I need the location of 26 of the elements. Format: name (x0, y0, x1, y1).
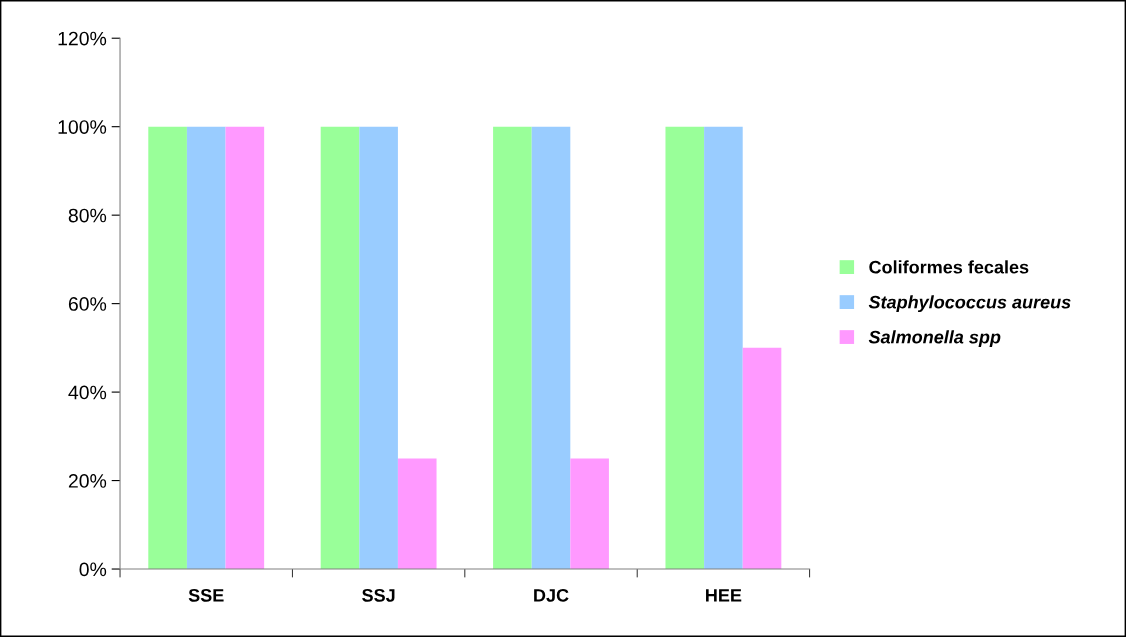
legend-label: Coliformes fecales (869, 260, 1029, 274)
bar (493, 126, 532, 570)
bar (148, 126, 187, 570)
y-tick-label: 40% (68, 385, 107, 400)
y-tick-label: 0% (79, 562, 107, 577)
y-tick-label: 80% (68, 208, 107, 223)
bar (186, 126, 226, 570)
bar (225, 126, 265, 570)
bar (570, 458, 609, 570)
bar (742, 347, 782, 570)
y-tick-label: 100% (58, 120, 107, 134)
bar (531, 126, 571, 570)
bar (397, 458, 437, 570)
y-tick-label: 60% (68, 297, 107, 311)
bar (359, 126, 398, 570)
y-tick-label: 120% (58, 31, 107, 46)
legend-label: Staphylococcus aureus (868, 295, 1071, 313)
bar (665, 126, 705, 570)
x-tick-label: HEE (706, 589, 742, 602)
legend-label: Salmonella spp (868, 330, 1001, 348)
bar (704, 126, 743, 570)
y-tick-label: 20% (68, 474, 107, 488)
x-tick-label: DJC (534, 588, 569, 602)
x-tick-label: SSE (188, 588, 224, 602)
bar (320, 126, 360, 570)
x-tick-label: SSJ (362, 588, 395, 602)
